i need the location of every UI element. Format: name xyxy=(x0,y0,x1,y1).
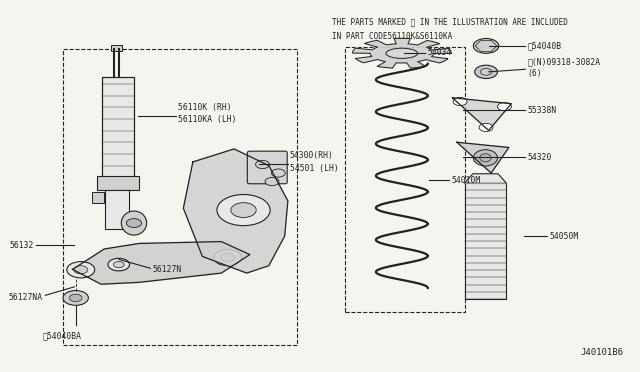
Circle shape xyxy=(475,65,497,78)
FancyBboxPatch shape xyxy=(465,183,506,299)
Text: ※54040B: ※54040B xyxy=(527,41,561,51)
Text: J40101B6: J40101B6 xyxy=(580,348,623,357)
Text: ※(N)09318-3082A
(6): ※(N)09318-3082A (6) xyxy=(527,57,600,78)
Text: 55338N: 55338N xyxy=(527,106,556,115)
Text: 54320: 54320 xyxy=(527,153,552,161)
Polygon shape xyxy=(72,241,250,284)
Circle shape xyxy=(113,262,124,268)
Polygon shape xyxy=(457,142,509,173)
Text: IN PART CODE56110K&S6110KA: IN PART CODE56110K&S6110KA xyxy=(332,32,452,41)
Text: 54300(RH)
54501 (LH): 54300(RH) 54501 (LH) xyxy=(290,151,339,173)
Circle shape xyxy=(67,262,95,278)
Circle shape xyxy=(108,258,129,271)
Text: ※54040BA: ※54040BA xyxy=(43,331,82,341)
Text: 54050M: 54050M xyxy=(549,231,579,241)
Circle shape xyxy=(231,203,256,218)
Text: THE PARTS MARKED ※ IN THE ILLUSTRATION ARE INCLUDED: THE PARTS MARKED ※ IN THE ILLUSTRATION A… xyxy=(332,17,568,26)
Circle shape xyxy=(214,249,242,266)
FancyBboxPatch shape xyxy=(92,192,104,203)
Circle shape xyxy=(497,103,511,111)
Text: 54010M: 54010M xyxy=(451,176,481,185)
Circle shape xyxy=(481,68,492,75)
Circle shape xyxy=(265,177,279,186)
FancyBboxPatch shape xyxy=(105,190,129,229)
Circle shape xyxy=(126,219,141,228)
Ellipse shape xyxy=(122,211,147,235)
Circle shape xyxy=(221,253,235,262)
FancyBboxPatch shape xyxy=(97,176,139,190)
Text: 56127NA: 56127NA xyxy=(9,293,43,302)
Text: 54034: 54034 xyxy=(427,48,452,57)
Polygon shape xyxy=(353,38,451,68)
Circle shape xyxy=(474,38,499,53)
FancyBboxPatch shape xyxy=(247,151,287,184)
Circle shape xyxy=(453,97,467,106)
Circle shape xyxy=(69,294,82,302)
Circle shape xyxy=(63,291,88,305)
Ellipse shape xyxy=(386,48,418,58)
Circle shape xyxy=(271,169,285,177)
FancyBboxPatch shape xyxy=(102,77,134,177)
Circle shape xyxy=(74,266,88,274)
Text: 56127N: 56127N xyxy=(153,265,182,274)
Circle shape xyxy=(479,124,493,132)
Polygon shape xyxy=(452,98,511,131)
Circle shape xyxy=(255,160,269,169)
Ellipse shape xyxy=(474,150,497,166)
Text: 56132: 56132 xyxy=(10,241,34,250)
Polygon shape xyxy=(465,174,506,183)
Ellipse shape xyxy=(480,154,491,162)
Polygon shape xyxy=(184,149,288,273)
FancyBboxPatch shape xyxy=(111,45,122,51)
Circle shape xyxy=(217,195,270,226)
Text: 56110K (RH)
56110KA (LH): 56110K (RH) 56110KA (LH) xyxy=(179,103,237,125)
